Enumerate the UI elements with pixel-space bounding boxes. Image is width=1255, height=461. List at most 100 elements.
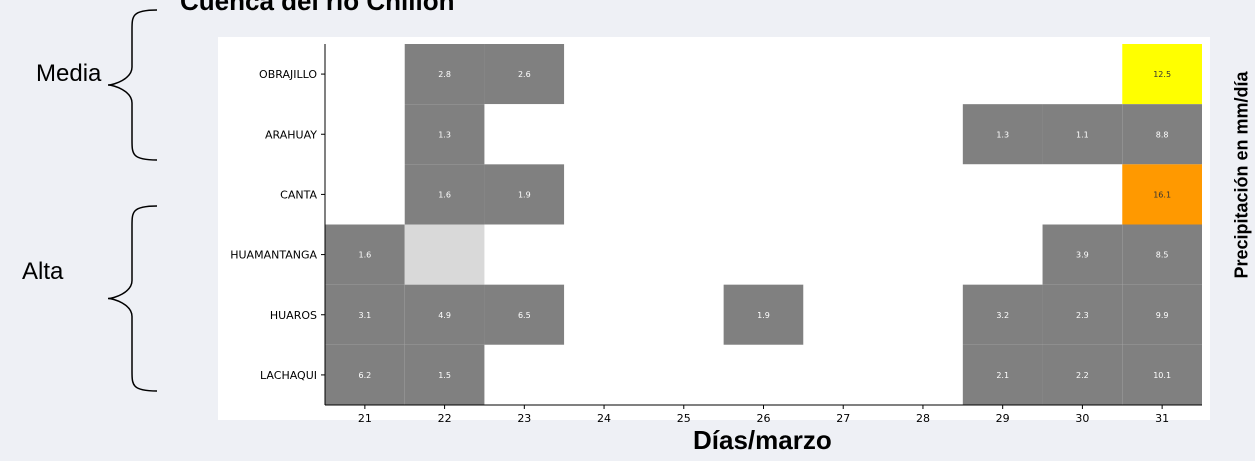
x-tick-label: 30 — [1075, 412, 1089, 425]
cell-value-label: 6.5 — [518, 311, 531, 320]
cell-value-label: 3.1 — [358, 311, 371, 320]
cell-value-label: 1.1 — [1076, 130, 1089, 139]
y-tick-label: HUAROS — [270, 309, 317, 322]
x-tick-label: 22 — [438, 412, 452, 425]
cell-value-label: 1.3 — [996, 130, 1009, 139]
heatmap-cell — [803, 224, 884, 285]
group-label-alta: Alta — [22, 258, 64, 285]
heatmap-cell — [484, 284, 565, 345]
heatmap-cell — [325, 104, 405, 165]
heatmap-cell — [803, 44, 884, 105]
cell-value-label: 3.2 — [996, 311, 1009, 320]
cell-value-label: 12.5 — [1153, 70, 1171, 79]
cell-value-label: 4.9 — [438, 311, 451, 320]
heatmap-cell — [643, 224, 724, 285]
heatmap-cell — [1122, 284, 1202, 345]
heatmap-cell — [723, 164, 804, 225]
heatmap-cell — [803, 344, 884, 405]
heatmap-cell — [1042, 284, 1123, 345]
cell-value-label: 1.3 — [438, 130, 451, 139]
heatmap-cell — [1042, 104, 1123, 165]
cell-value-label: 2.1 — [996, 371, 1009, 380]
heatmap-cell — [1042, 344, 1123, 405]
cell-value-label: 2.8 — [438, 70, 451, 79]
x-tick-label: 25 — [677, 412, 691, 425]
heatmap-cell — [564, 344, 644, 405]
heatmap-cell — [1122, 104, 1202, 165]
heatmap-cell — [883, 284, 963, 345]
heatmap-cell — [962, 164, 1043, 225]
y-tick-label: CANTA — [280, 188, 317, 201]
heatmap-cell — [883, 104, 963, 165]
heatmap-cell — [1042, 224, 1123, 285]
cell-value-label: 6.2 — [358, 371, 371, 380]
heatmap-cell — [564, 104, 644, 165]
heatmap-cell — [643, 164, 724, 225]
heatmap-cell — [643, 344, 724, 405]
heatmap-cell — [1122, 224, 1202, 285]
cell-value-label: 2.6 — [518, 70, 531, 79]
heatmap-cell — [643, 44, 724, 105]
heatmap-cell — [484, 344, 565, 405]
heatmap-cell — [325, 164, 405, 225]
heatmap-cell — [723, 104, 804, 165]
heatmap-cell — [962, 344, 1043, 405]
heatmap-cell — [1122, 44, 1202, 105]
cell-value-label: 1.6 — [438, 190, 451, 199]
y-tick-label: HUAMANTANGA — [230, 249, 317, 262]
cell-value-label: 1.5 — [438, 371, 451, 380]
heatmap-cell — [325, 284, 405, 345]
heatmap-cell — [1122, 164, 1202, 225]
heatmap-cell — [723, 284, 804, 345]
heatmap-cell — [1042, 44, 1123, 105]
heatmap-cell — [962, 224, 1043, 285]
cell-value-label: 1.9 — [518, 190, 531, 199]
heatmap-cell — [404, 344, 485, 405]
x-tick-label: 26 — [757, 412, 771, 425]
heatmap-cell — [643, 104, 724, 165]
heatmap-cell — [723, 44, 804, 105]
heatmap-cell — [723, 224, 804, 285]
heatmap-cell — [643, 284, 724, 345]
x-tick-label: 31 — [1155, 412, 1169, 425]
cell-value-label: 2.2 — [1076, 371, 1089, 380]
x-tick-label: 21 — [358, 412, 372, 425]
heatmap-cell — [564, 284, 644, 345]
heatmap-cell — [404, 224, 485, 285]
x-axis-label: Días/marzo — [693, 425, 832, 455]
heatmap-cell — [564, 164, 644, 225]
cell-value-label: 9.9 — [1156, 311, 1169, 320]
y-tick-label: OBRAJILLO — [259, 68, 317, 81]
heatmap-cell — [404, 164, 485, 225]
brace-media — [107, 9, 158, 161]
x-tick-label: 29 — [996, 412, 1010, 425]
heatmap-cell — [564, 224, 644, 285]
heatmap-cell — [723, 344, 804, 405]
heatmap-cell — [803, 164, 884, 225]
heatmap-cell — [404, 104, 485, 165]
heatmap-cell — [404, 44, 485, 105]
heatmap-cell — [484, 44, 565, 105]
heatmap-cell — [325, 44, 405, 105]
x-tick-label: 27 — [836, 412, 850, 425]
x-tick-label: 24 — [597, 412, 611, 425]
y-tick-label: ARAHUAY — [265, 128, 317, 141]
cell-value-label: 3.9 — [1076, 251, 1089, 260]
heatmap-cell — [564, 44, 644, 105]
heatmap-cell — [1042, 164, 1123, 225]
brace-alta — [107, 205, 158, 392]
cell-value-label: 1.6 — [358, 251, 371, 260]
chart-title: Cuenca del río Chillón — [180, 0, 455, 16]
heatmap-cell — [404, 284, 485, 345]
cell-value-label: 10.1 — [1153, 371, 1171, 380]
heatmap-cell — [962, 104, 1043, 165]
heatmap-cell — [883, 344, 963, 405]
cell-value-label: 2.3 — [1076, 311, 1089, 320]
cell-value-label: 1.9 — [757, 311, 770, 320]
heatmap-cell — [962, 44, 1043, 105]
cell-value-label: 8.8 — [1156, 130, 1169, 139]
heatmap-cell — [325, 224, 405, 285]
x-tick-label: 23 — [517, 412, 531, 425]
heatmap-cell — [803, 104, 884, 165]
